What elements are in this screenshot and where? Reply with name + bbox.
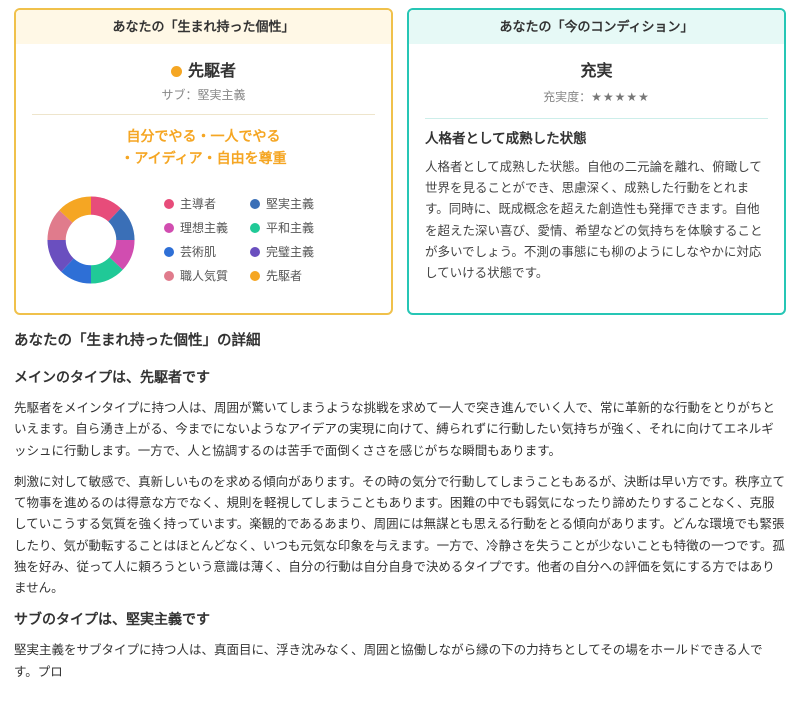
legend-label: 職人気質 (180, 267, 228, 285)
detail-section-title: あなたの「生まれ持った個性」の詳細 (14, 331, 786, 353)
legend-item: 主導者 (164, 195, 228, 213)
donut-chart (32, 181, 150, 299)
condition-card: あなたの「今のコンディション」 充実 充実度：★★★★★ 人格者として成熟した状… (407, 8, 786, 315)
top-card-row: あなたの「生まれ持った個性」 先駆者 サブ：堅実主義 自分でやる・一人でやる ・… (14, 8, 786, 315)
main-type-line: 先駆者 (32, 60, 375, 84)
legend-label: 完璧主義 (266, 243, 314, 261)
sub-type-paragraph-1: 堅実主義をサブタイプに持つ人は、真面目に、浮き沈みなく、周囲と協働しながら縁の下… (14, 640, 786, 683)
legend-dot-icon (164, 199, 174, 209)
sub-type-label: サブ：堅実主義 (32, 86, 375, 104)
legend-item: 堅実主義 (250, 195, 314, 213)
keywords-line1: 自分でやる・一人でやる (127, 128, 281, 144)
fullness-label: 充実度： (543, 90, 591, 104)
legend-item: 平和主義 (250, 219, 314, 237)
main-type-paragraph-2: 刺激に対して敏感で、真新しいものを求める傾向があります。その時の気分で行動してし… (14, 472, 786, 600)
legend-item: 職人気質 (164, 267, 228, 285)
legend-dot-icon (250, 247, 260, 257)
personality-card-body: 先駆者 サブ：堅実主義 自分でやる・一人でやる ・アイディア・自由を尊重 主導者… (16, 44, 391, 314)
legend-dot-icon (164, 223, 174, 233)
fullness-line: 充実度：★★★★★ (425, 88, 768, 106)
keywords-line2: ・アイディア・自由を尊重 (120, 150, 286, 166)
legend-dot-icon (250, 199, 260, 209)
legend-label: 先駆者 (266, 267, 302, 285)
legend-label: 平和主義 (266, 219, 314, 237)
sub-type-heading: サブのタイプは、堅実主義です (14, 609, 786, 630)
condition-subtitle: 人格者として成熟した状態 (425, 129, 768, 149)
legend-dot-icon (250, 271, 260, 281)
donut-row: 主導者 堅実主義理想主義 平和主義芸術肌 完璧主義職人気質 先駆者 (32, 181, 375, 299)
main-type-label: 先駆者 (188, 63, 236, 80)
main-type-paragraph-1: 先駆者をメインタイプに持つ人は、周囲が驚いてしまうような挑戦を求めて一人で突き進… (14, 398, 786, 462)
condition-description: 人格者として成熟した状態。自他の二元論を離れ、俯瞰して世界を見ることができ、思慮… (425, 157, 768, 285)
personality-card: あなたの「生まれ持った個性」 先駆者 サブ：堅実主義 自分でやる・一人でやる ・… (14, 8, 393, 315)
legend-item: 理想主義 (164, 219, 228, 237)
condition-card-header: あなたの「今のコンディション」 (409, 10, 784, 44)
main-type-dot-icon (171, 66, 182, 77)
donut-legend: 主導者 堅実主義理想主義 平和主義芸術肌 完璧主義職人気質 先駆者 (164, 195, 314, 285)
condition-main-title: 充実 (425, 60, 768, 84)
condition-card-body: 充実 充実度：★★★★★ 人格者として成熟した状態 人格者として成熟した状態。自… (409, 44, 784, 299)
condition-divider (425, 118, 768, 119)
legend-dot-icon (250, 223, 260, 233)
legend-label: 堅実主義 (266, 195, 314, 213)
legend-item: 完璧主義 (250, 243, 314, 261)
legend-item: 先駆者 (250, 267, 314, 285)
legend-label: 主導者 (180, 195, 216, 213)
keywords-block: 自分でやる・一人でやる ・アイディア・自由を尊重 (32, 125, 375, 170)
personality-card-header: あなたの「生まれ持った個性」 (16, 10, 391, 44)
legend-dot-icon (164, 271, 174, 281)
card-divider (32, 114, 375, 115)
legend-label: 芸術肌 (180, 243, 216, 261)
fullness-stars: ★★★★★ (591, 90, 650, 104)
legend-item: 芸術肌 (164, 243, 228, 261)
legend-label: 理想主義 (180, 219, 228, 237)
legend-dot-icon (164, 247, 174, 257)
main-type-heading: メインのタイプは、先駆者です (14, 367, 786, 388)
